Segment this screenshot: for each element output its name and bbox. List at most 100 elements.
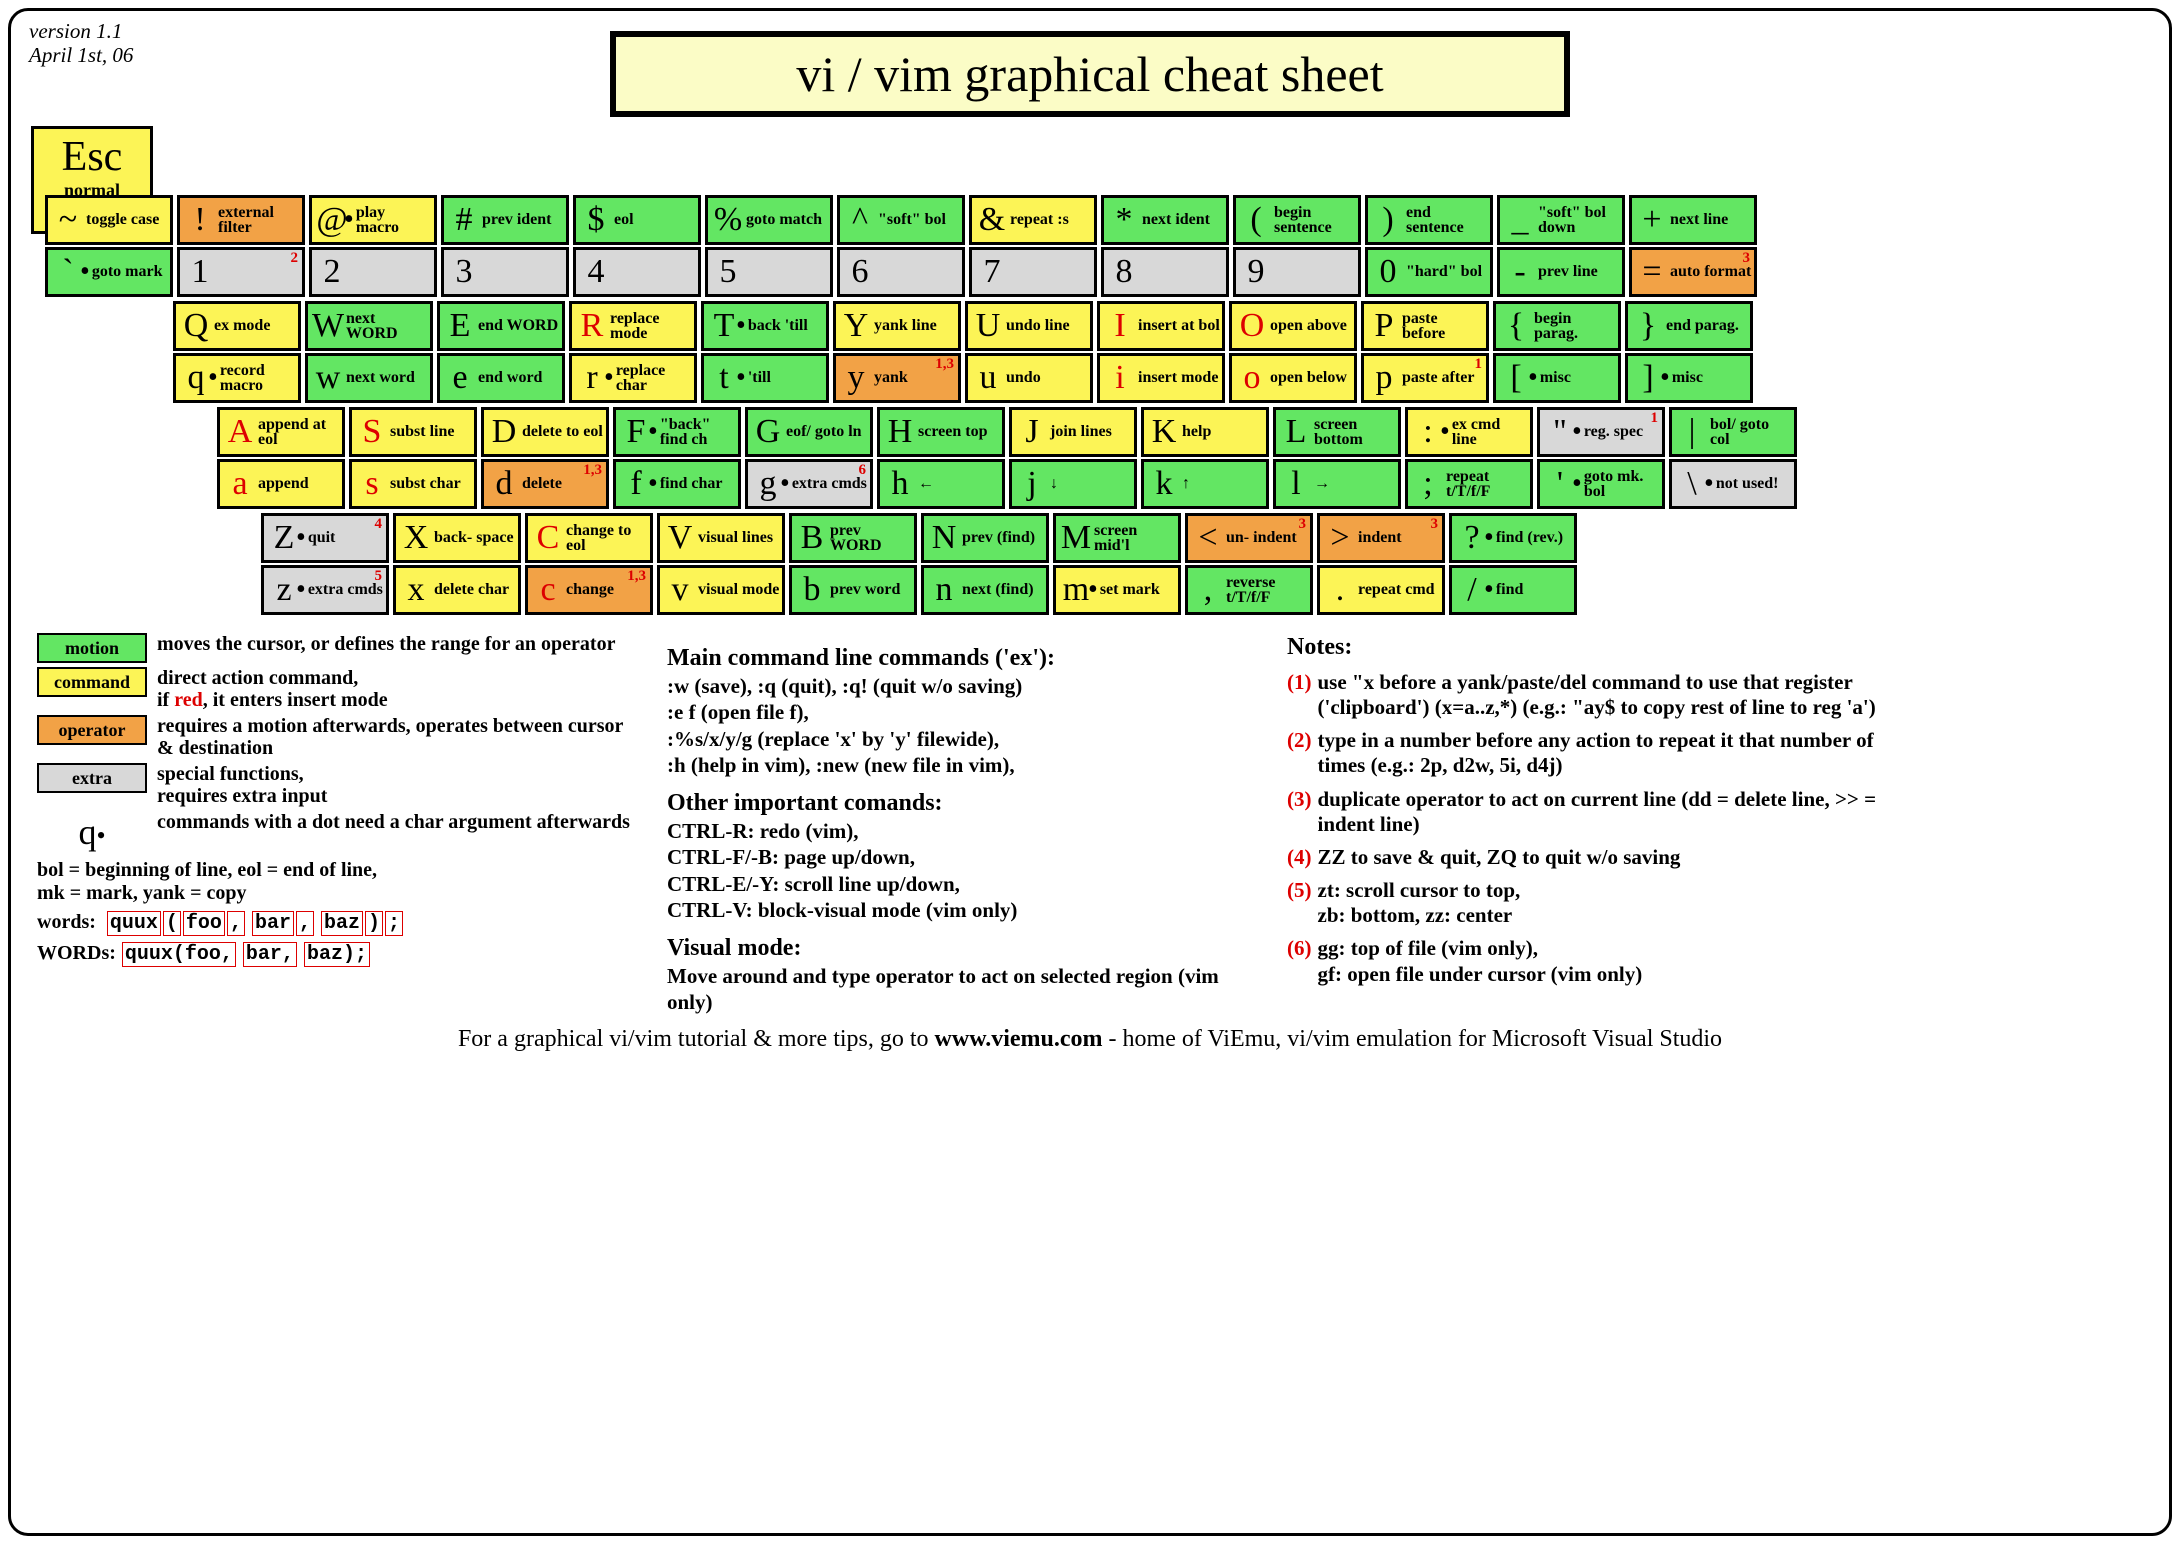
key-s: ssubst char bbox=[349, 459, 477, 509]
key-column: Jjoin linesj↓ bbox=[1009, 407, 1137, 509]
legend-row: extra special functions,requires extra in… bbox=[37, 763, 637, 807]
note-text: duplicate operator to act on current lin… bbox=[1318, 787, 1878, 837]
key-": "•reg. spec1 bbox=[1537, 407, 1665, 457]
key-m: m•set mark bbox=[1053, 565, 1181, 615]
key-h: h← bbox=[877, 459, 1005, 509]
legend-box: operator bbox=[37, 715, 147, 745]
key-N: Nprev (find) bbox=[921, 513, 1049, 563]
key-A: Aappend at eol bbox=[217, 407, 345, 457]
legend-row: motionmoves the cursor, or defines the r… bbox=[37, 633, 637, 663]
key-n: nnext (find) bbox=[921, 565, 1049, 615]
key-\: \•not used! bbox=[1669, 459, 1797, 509]
legend-q-row: q•commands with a dot need a char argume… bbox=[37, 811, 637, 853]
key-g: g•extra cmds6 bbox=[745, 459, 873, 509]
abbreviations: bol = beginning of line, eol = end of li… bbox=[37, 859, 637, 905]
key-column: +next line=auto format3 bbox=[1629, 195, 1757, 297]
bottom-section: motionmoves the cursor, or defines the r… bbox=[27, 633, 2153, 1016]
key-]: ]•misc bbox=[1625, 353, 1753, 403]
key-column: !external filter12 bbox=[177, 195, 305, 297]
legend-row: operatorrequires a motion afterwards, op… bbox=[37, 715, 637, 759]
key-0: 0"hard" bol bbox=[1365, 247, 1493, 297]
key-8: 8 bbox=[1101, 247, 1229, 297]
key-<: <un- indent3 bbox=[1185, 513, 1313, 563]
key-9: 9 bbox=[1233, 247, 1361, 297]
key-w: wnext word bbox=[305, 353, 433, 403]
key-U: Uundo line bbox=[965, 301, 1093, 351]
main-cmds-body: :w (save), :q (quit), :q! (quit w/o savi… bbox=[667, 673, 1257, 778]
key-column: Bprev WORDbprev word bbox=[789, 513, 917, 615]
legend-q-text: commands with a dot need a char argument… bbox=[157, 811, 630, 833]
key-Q: Qex mode bbox=[173, 301, 301, 351]
key-.: .repeat cmd bbox=[1317, 565, 1445, 615]
key-=: =auto format3 bbox=[1629, 247, 1757, 297]
key-column: }end parag.]•misc bbox=[1625, 301, 1753, 403]
note-text: use "x before a yank/paste/del command t… bbox=[1318, 670, 1878, 720]
key-column: Eend WORDeend word bbox=[437, 301, 565, 403]
key-column: Cchange to eolcchange1,3 bbox=[525, 513, 653, 615]
key-column: {begin parag.[•misc bbox=[1493, 301, 1621, 403]
legend-box: extra bbox=[37, 763, 147, 793]
note-text: zt: scroll cursor to top,zb: bottom, zz:… bbox=[1318, 878, 1521, 928]
key-column: Ddelete to eolddelete1,3 bbox=[481, 407, 609, 509]
note-item: (2)type in a number before any action to… bbox=[1287, 728, 1877, 778]
key-R: Rreplace mode bbox=[569, 301, 697, 351]
key-B: Bprev WORD bbox=[789, 513, 917, 563]
legend-text: special functions,requires extra input bbox=[157, 763, 327, 807]
key-&: &repeat :s bbox=[969, 195, 1097, 245]
key-?: ?•find (rev.) bbox=[1449, 513, 1577, 563]
legend-text: moves the cursor, or defines the range f… bbox=[157, 633, 615, 655]
key-#: #prev ident bbox=[441, 195, 569, 245]
other-cmds-body: CTRL-R: redo (vim),CTRL-F/-B: page up/do… bbox=[667, 818, 1257, 923]
key-b: bprev word bbox=[789, 565, 917, 615]
key-Y: Yyank line bbox=[833, 301, 961, 351]
key-x: xdelete char bbox=[393, 565, 521, 615]
key-q: q•record macro bbox=[173, 353, 301, 403]
key-column: Mscreen mid'lm•set mark bbox=[1053, 513, 1181, 615]
legend-row: commanddirect action command,if red, it … bbox=[37, 667, 637, 711]
key-;: ;repeat t/T/f/F bbox=[1405, 459, 1533, 509]
key-column: *next ident8 bbox=[1101, 195, 1229, 297]
key-E: Eend WORD bbox=[437, 301, 565, 351]
key-column: Xback- spacexdelete char bbox=[393, 513, 521, 615]
note-number: (3) bbox=[1287, 787, 1312, 837]
key-column: Hscreen toph← bbox=[877, 407, 1005, 509]
cheat-sheet-page: version 1.1 April 1st, 06 vi / vim graph… bbox=[8, 8, 2172, 1536]
key-H: Hscreen top bbox=[877, 407, 1005, 457]
key-column: Uundo lineuundo bbox=[965, 301, 1093, 403]
key-column: F•"back" find chf•find char bbox=[613, 407, 741, 509]
commands-column: Main command line commands ('ex'): :w (s… bbox=[667, 633, 1257, 1016]
key-column: |bol/ goto col\•not used! bbox=[1669, 407, 1797, 509]
note-text: gg: top of file (vim only),gf: open file… bbox=[1318, 936, 1643, 986]
key-^: ^"soft" bol bbox=[837, 195, 965, 245]
key-column: Yyank lineyyank1,3 bbox=[833, 301, 961, 403]
key-`: `•goto mark bbox=[45, 247, 173, 297]
legend-column: motionmoves the cursor, or defines the r… bbox=[37, 633, 637, 1016]
key-column: (begin sentence9 bbox=[1233, 195, 1361, 297]
key-6: 6 bbox=[837, 247, 965, 297]
key-column: &repeat :s7 bbox=[969, 195, 1097, 297]
key-column: Lscreen bottoml→ bbox=[1273, 407, 1401, 509]
key-{: {begin parag. bbox=[1493, 301, 1621, 351]
key-column: #prev ident3 bbox=[441, 195, 569, 297]
key-column: Qex modeq•record macro bbox=[173, 301, 301, 403]
key-v: vvisual mode bbox=[657, 565, 785, 615]
notes-title: Notes: bbox=[1287, 633, 1877, 662]
key-1: 12 bbox=[177, 247, 305, 297]
words-example: words: quux(foo, bar, baz); bbox=[37, 911, 637, 936]
note-number: (6) bbox=[1287, 936, 1312, 986]
notes-column: Notes: (1)use "x before a yank/paste/del… bbox=[1287, 633, 1877, 1016]
note-item: (6)gg: top of file (vim only),gf: open f… bbox=[1287, 936, 1877, 986]
legend-text: direct action command,if red, it enters … bbox=[157, 667, 388, 711]
key-u: uundo bbox=[965, 353, 1093, 403]
key-a: aappend bbox=[217, 459, 345, 509]
key-column: Nprev (find)nnext (find) bbox=[921, 513, 1049, 615]
other-cmds-title: Other important comands: bbox=[667, 788, 1257, 818]
key-!: !external filter bbox=[177, 195, 305, 245]
key-column: )end sentence0"hard" bol bbox=[1365, 195, 1493, 297]
key-*: *next ident bbox=[1101, 195, 1229, 245]
key-column: Khelpk↑ bbox=[1141, 407, 1269, 509]
key-+: +next line bbox=[1629, 195, 1757, 245]
key-column: @•play macro2 bbox=[309, 195, 437, 297]
keyboard-row: Z•quit4z•extra cmds5Xback- spacexdelete … bbox=[261, 513, 2153, 615]
key-): )end sentence bbox=[1365, 195, 1493, 245]
